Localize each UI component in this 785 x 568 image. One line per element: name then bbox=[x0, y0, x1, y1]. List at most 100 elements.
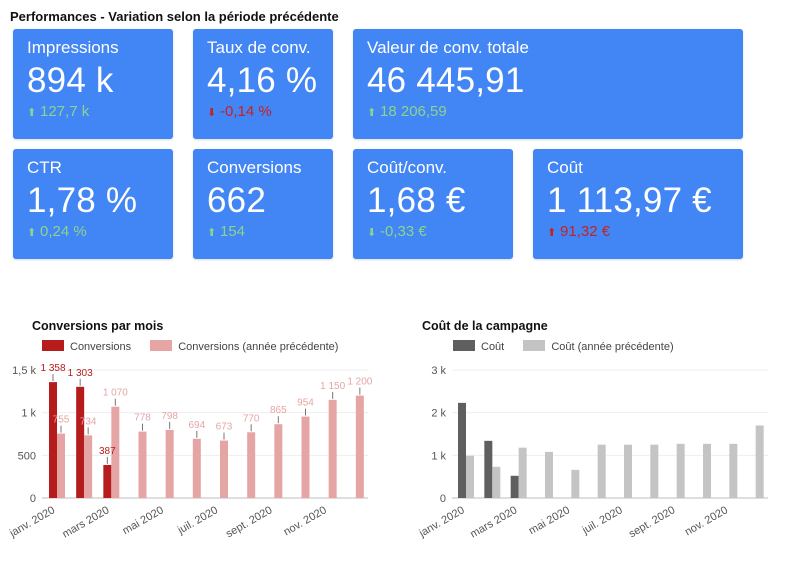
scorecard-delta: ⬆ 91,32 € bbox=[547, 223, 611, 240]
bar bbox=[676, 443, 685, 498]
scorecard-label: Coût/conv. bbox=[367, 158, 448, 177]
arrow-down-icon: ⬇ bbox=[207, 107, 217, 119]
y-tick-label: 0 bbox=[440, 493, 446, 505]
scorecard-conversions[interactable]: Conversions 662 ⬆ 154 bbox=[193, 149, 333, 259]
legend-swatch bbox=[42, 340, 64, 351]
bar bbox=[301, 416, 310, 498]
data-label: 778 bbox=[134, 413, 151, 424]
data-label: 954 bbox=[297, 398, 314, 409]
scorecard-impressions[interactable]: Impressions 894 k ⬆ 127,7 k bbox=[13, 29, 173, 139]
bar bbox=[76, 386, 85, 498]
y-tick-label: 0 bbox=[30, 493, 36, 505]
data-label: 1 358 bbox=[40, 363, 65, 374]
scorecard-valeur-conv-totale[interactable]: Valeur de conv. totale 46 445,91 ⬆ 18 206… bbox=[353, 29, 743, 139]
chart-title-cout: Coût de la campagne bbox=[422, 319, 548, 333]
data-label: 755 bbox=[53, 415, 70, 426]
scorecard-cout[interactable]: Coût 1 113,97 € ⬆ 91,32 € bbox=[533, 149, 743, 259]
bar bbox=[571, 469, 580, 498]
bar bbox=[597, 444, 606, 498]
scorecard-label: Taux de conv. bbox=[207, 38, 311, 57]
arrow-up-icon: ⬆ bbox=[207, 227, 217, 239]
legend-cout[interactable]: Coût Coût (année précédente) bbox=[453, 340, 690, 353]
scorecard-delta: ⬆ 154 bbox=[207, 223, 246, 240]
conversions-chart[interactable]: 0 500 1 k 1,5 k 1 358 1 303 387 755 734 1 070 778 7… bbox=[0, 355, 385, 568]
arrow-up-icon: ⬆ bbox=[367, 107, 377, 119]
data-label: 798 bbox=[161, 411, 178, 422]
bar bbox=[484, 440, 493, 498]
x-tick-label: sept. 2020 bbox=[627, 504, 677, 540]
x-tick-label: sept. 2020 bbox=[224, 504, 274, 540]
data-label: 770 bbox=[243, 413, 260, 424]
bar bbox=[165, 429, 174, 498]
arrow-up-icon: ⬆ bbox=[27, 107, 37, 119]
scorecard-value: 1 113,97 € bbox=[547, 181, 712, 220]
scorecard-label: Conversions bbox=[207, 158, 302, 177]
x-tick-label: janv. 2020 bbox=[7, 504, 57, 540]
legend-item[interactable]: Coût (année précédente) bbox=[523, 340, 674, 353]
legend-conversions[interactable]: Conversions Conversions (année précédent… bbox=[42, 340, 354, 353]
scorecard-value: 1,68 € bbox=[367, 181, 466, 220]
bar bbox=[220, 440, 228, 498]
y-tick-label: 1,5 k bbox=[12, 365, 36, 377]
data-label: 1 150 bbox=[320, 381, 345, 392]
data-label: 673 bbox=[216, 422, 233, 433]
legend-item[interactable]: Coût bbox=[453, 340, 504, 353]
y-tick-label: 1 k bbox=[21, 408, 36, 420]
y-tick-label: 2 k bbox=[431, 408, 446, 420]
y-tick-label: 500 bbox=[18, 450, 36, 462]
legend-item[interactable]: Conversions (année précédente) bbox=[150, 340, 338, 353]
scorecard-value: 4,16 % bbox=[207, 61, 318, 100]
arrow-up-icon: ⬆ bbox=[27, 227, 37, 239]
arrow-up-icon: ⬆ bbox=[547, 227, 557, 239]
x-tick-label: mai 2020 bbox=[121, 504, 166, 537]
legend-item[interactable]: Conversions bbox=[42, 340, 131, 353]
bar bbox=[84, 435, 93, 498]
legend-swatch bbox=[523, 340, 546, 351]
x-tick-label: janv. 2020 bbox=[417, 504, 467, 540]
bar bbox=[545, 451, 553, 498]
page-title: Performances - Variation selon la périod… bbox=[10, 9, 339, 24]
bar bbox=[328, 399, 337, 498]
legend-swatch bbox=[150, 340, 173, 351]
bar bbox=[111, 406, 120, 498]
y-tick-label: 1 k bbox=[431, 450, 446, 462]
bar bbox=[510, 475, 519, 498]
bar bbox=[192, 438, 201, 498]
x-tick-label: juil. 2020 bbox=[580, 504, 625, 537]
bar bbox=[624, 444, 632, 498]
legend-swatch bbox=[453, 340, 475, 351]
arrow-down-icon: ⬇ bbox=[367, 227, 377, 239]
bar bbox=[138, 431, 147, 498]
y-tick-label: 3 k bbox=[431, 365, 446, 377]
bar bbox=[247, 432, 256, 498]
x-tick-label: mai 2020 bbox=[527, 504, 572, 537]
data-label: 865 bbox=[270, 405, 287, 416]
bar bbox=[755, 425, 764, 498]
scorecard-delta: ⬇ -0,14 % bbox=[207, 103, 272, 120]
scorecard-label: Valeur de conv. totale bbox=[367, 38, 529, 57]
cout-chart[interactable]: 0 1 k 2 k 3 k janv. 2020 mars 2020 mai 2020 jui… bbox=[395, 355, 785, 568]
data-label: 1 303 bbox=[68, 368, 93, 379]
data-label: 387 bbox=[99, 446, 116, 457]
x-tick-label: nov. 2020 bbox=[282, 504, 329, 538]
scorecard-label: Impressions bbox=[27, 38, 119, 57]
bar bbox=[466, 455, 474, 498]
scorecard-ctr[interactable]: CTR 1,78 % ⬆ 0,24 % bbox=[13, 149, 173, 259]
bar bbox=[103, 464, 112, 498]
bar bbox=[650, 444, 659, 498]
scorecard-label: Coût bbox=[547, 158, 583, 177]
x-tick-label: mars 2020 bbox=[60, 504, 111, 540]
data-label: 734 bbox=[80, 416, 97, 427]
scorecard-value: 894 k bbox=[27, 61, 114, 100]
bar bbox=[355, 395, 364, 498]
data-label: 1 070 bbox=[103, 388, 128, 399]
scorecard-value: 46 445,91 bbox=[367, 61, 525, 100]
scorecard-taux-conv[interactable]: Taux de conv. 4,16 % ⬇ -0,14 % bbox=[193, 29, 333, 139]
bar bbox=[518, 447, 527, 498]
scorecard-delta: ⬆ 0,24 % bbox=[27, 223, 87, 240]
scorecard-delta: ⬆ 18 206,59 bbox=[367, 103, 447, 120]
scorecard-cout-conv[interactable]: Coût/conv. 1,68 € ⬇ -0,33 € bbox=[353, 149, 513, 259]
scorecard-label: CTR bbox=[27, 158, 62, 177]
scorecard-value: 662 bbox=[207, 181, 266, 220]
bar bbox=[458, 402, 466, 498]
